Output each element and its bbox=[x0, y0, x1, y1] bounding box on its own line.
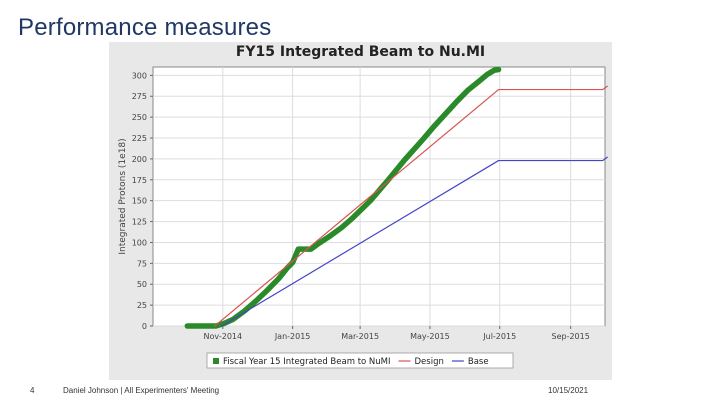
legend-box bbox=[206, 352, 514, 369]
x-tick-label: Mar-2015 bbox=[341, 332, 379, 341]
legend-label: Fiscal Year 15 Integrated Beam to NuMI bbox=[223, 357, 391, 367]
y-tick-label: 175 bbox=[132, 176, 147, 185]
y-tick-label: 25 bbox=[137, 301, 147, 310]
legend-label: Base bbox=[468, 357, 489, 367]
footer-date: 10/15/2021 bbox=[548, 386, 589, 395]
y-tick-label: 225 bbox=[132, 134, 147, 143]
chart-title: FY15 Integrated Beam to Nu.MI bbox=[235, 44, 486, 60]
chart-svg: 0 25 50 75 100 125 150 175 200 225 250 275 300 Nov-20… bbox=[118, 66, 608, 369]
y-tick-label: 125 bbox=[132, 218, 147, 227]
x-tick-label: Jan-2015 bbox=[274, 332, 311, 341]
plot-area bbox=[152, 66, 606, 327]
series-line-2 bbox=[221, 156, 608, 327]
slide-title: Performance measures bbox=[18, 14, 272, 41]
x-tick-label: Sep-2015 bbox=[552, 332, 590, 341]
y-tick-label: 100 bbox=[132, 238, 147, 247]
y-tick-label: 150 bbox=[132, 197, 147, 206]
page-number: 4 bbox=[30, 386, 35, 395]
footer-text: Daniel Johnson | All Experimenters' Meet… bbox=[63, 386, 220, 395]
chart-panel: FY15 Integrated Beam to Nu.MI 0 25 50 75 100… bbox=[109, 42, 612, 380]
y-axis-label: Integrated Protons (1e18) bbox=[118, 138, 128, 254]
x-tick-label: Nov-2014 bbox=[203, 332, 242, 341]
y-tick-label: 250 bbox=[132, 113, 147, 122]
x-tick-label: May-2015 bbox=[410, 332, 450, 341]
legend-label: Design bbox=[415, 357, 444, 367]
series-line-1 bbox=[214, 85, 608, 327]
y-tick-label: 300 bbox=[132, 71, 147, 80]
y-tick-label: 75 bbox=[137, 259, 147, 268]
y-tick-label: 0 bbox=[142, 322, 147, 331]
y-tick-label: 50 bbox=[137, 280, 147, 289]
x-tick-label: Jul-2015 bbox=[482, 332, 516, 341]
y-tick-label: 275 bbox=[132, 92, 147, 101]
y-tick-label: 200 bbox=[132, 155, 147, 164]
legend-swatch bbox=[213, 358, 219, 364]
